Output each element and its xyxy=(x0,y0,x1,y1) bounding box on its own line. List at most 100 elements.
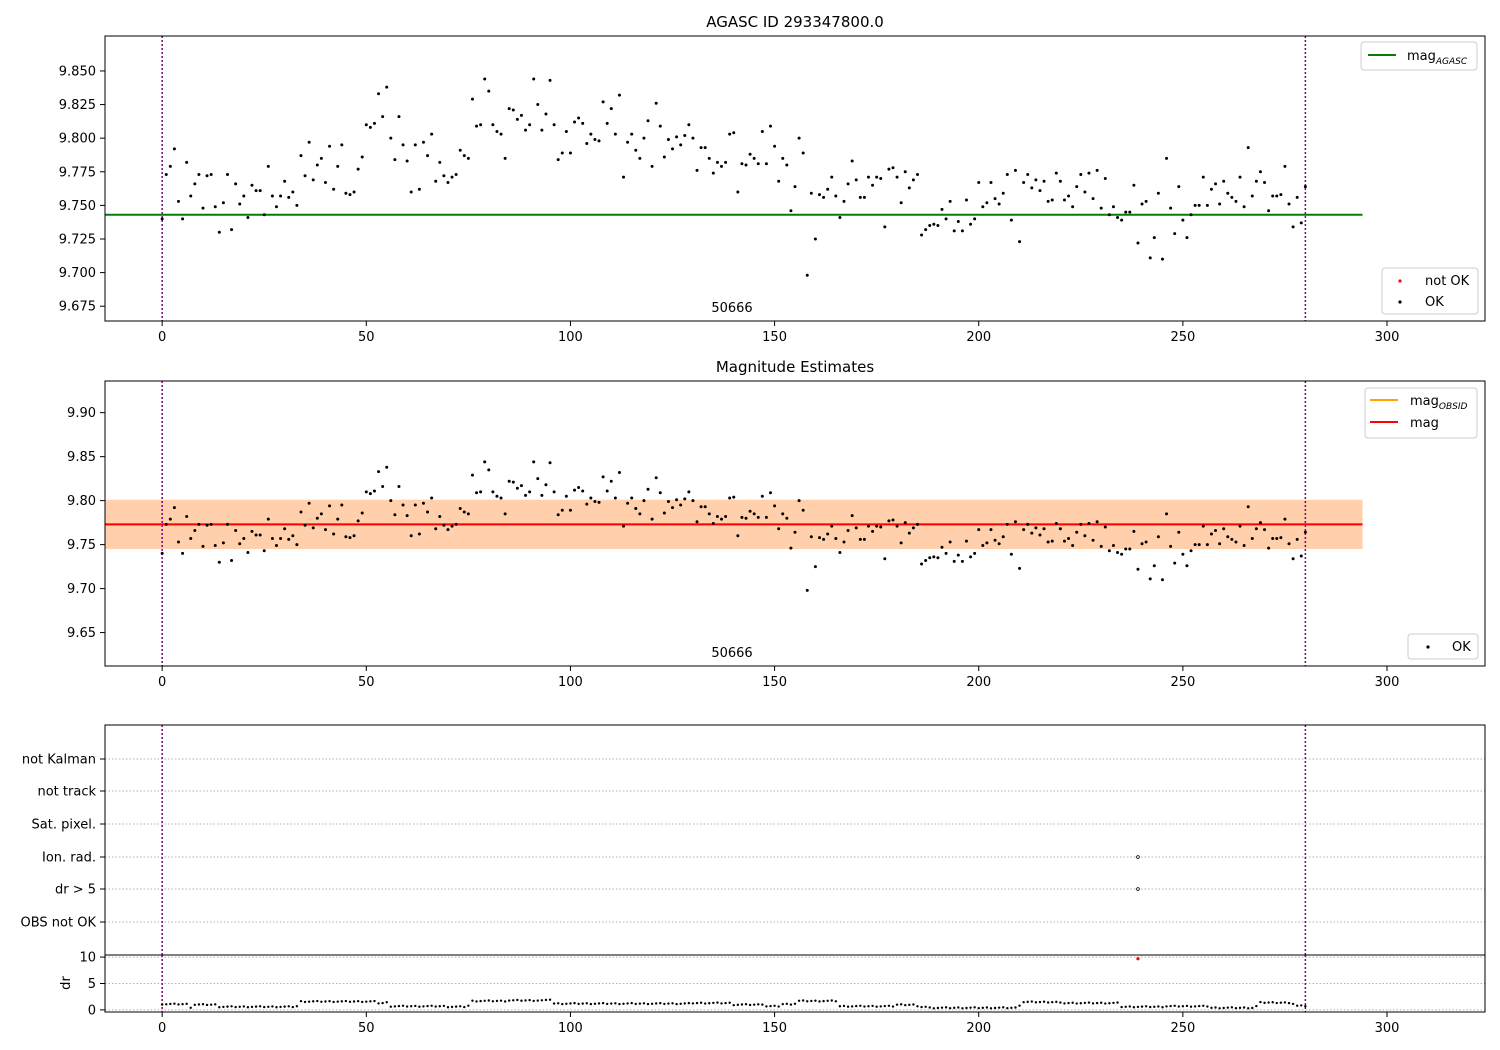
data-point xyxy=(1275,194,1279,198)
data-point xyxy=(258,189,262,193)
data-point xyxy=(773,504,777,508)
dr-point xyxy=(948,1006,952,1010)
dr-point xyxy=(1210,1006,1213,1010)
dr-point xyxy=(622,1002,625,1005)
data-point xyxy=(295,543,299,547)
data-point xyxy=(1148,256,1152,260)
data-point xyxy=(1291,225,1295,229)
data-point xyxy=(234,182,238,186)
data-point xyxy=(1124,210,1128,214)
data-point xyxy=(409,190,413,194)
data-point xyxy=(1005,172,1009,176)
data-point xyxy=(348,536,352,540)
data-point xyxy=(413,143,417,147)
data-point xyxy=(230,558,234,562)
data-point xyxy=(1050,539,1054,543)
data-point xyxy=(830,524,834,528)
dr-point xyxy=(1242,1006,1246,1009)
legend-upper: magAGASC xyxy=(1360,41,1478,71)
legend-upper: magOBSID mag xyxy=(1364,387,1478,439)
data-point xyxy=(364,123,368,127)
dr-point xyxy=(365,1000,368,1003)
data-point xyxy=(813,237,817,241)
data-point xyxy=(552,123,556,127)
data-point xyxy=(385,465,389,469)
data-point xyxy=(250,183,254,187)
dr-point xyxy=(1046,1001,1050,1004)
x-tick-label: 0 xyxy=(158,1021,166,1036)
data-point xyxy=(466,156,470,160)
legend-swatch-ok xyxy=(1426,645,1430,649)
data-point xyxy=(940,207,944,211)
data-point xyxy=(997,542,1001,546)
y-tick-label: 9.90 xyxy=(67,406,96,421)
data-point xyxy=(393,158,397,162)
data-point xyxy=(593,500,597,504)
data-point xyxy=(654,476,658,480)
data-point xyxy=(344,535,348,539)
data-point xyxy=(822,537,826,541)
data-point xyxy=(397,485,401,489)
data-point xyxy=(397,115,401,119)
dr-point xyxy=(393,1005,397,1008)
data-point xyxy=(601,475,605,479)
data-point xyxy=(724,160,728,164)
dr-point xyxy=(969,1006,972,1009)
dr-point xyxy=(348,1000,352,1004)
data-point xyxy=(989,181,993,185)
data-point xyxy=(1001,191,1005,195)
dr-point xyxy=(267,1005,270,1008)
data-point xyxy=(1291,557,1295,561)
data-point xyxy=(1299,554,1303,558)
data-point xyxy=(209,522,213,526)
data-point xyxy=(1267,546,1271,550)
data-point xyxy=(479,490,483,494)
dr-point xyxy=(879,1005,882,1008)
data-point xyxy=(879,177,883,180)
data-point xyxy=(377,470,381,474)
data-point xyxy=(168,517,172,521)
data-point xyxy=(176,540,180,544)
dr-point xyxy=(793,1002,797,1005)
data-point xyxy=(242,536,246,540)
data-point xyxy=(826,532,830,536)
data-point xyxy=(675,498,679,502)
data-point xyxy=(1242,543,1246,547)
data-point xyxy=(466,512,470,516)
data-point xyxy=(1026,522,1030,526)
data-point xyxy=(421,140,425,144)
data-point xyxy=(213,205,217,209)
dr-point xyxy=(271,1005,274,1008)
data-point xyxy=(417,187,421,191)
data-point xyxy=(495,494,499,498)
data-point xyxy=(246,215,250,219)
data-point xyxy=(385,85,389,89)
dr-point xyxy=(1189,1005,1193,1008)
data-point xyxy=(764,162,768,166)
data-point xyxy=(981,543,985,547)
data-point xyxy=(291,190,295,194)
data-point xyxy=(332,187,336,191)
dr-point xyxy=(258,1005,262,1008)
data-point xyxy=(487,468,491,472)
data-point xyxy=(1107,549,1111,553)
dr-point xyxy=(397,1004,401,1008)
data-point xyxy=(597,139,601,143)
dr-point xyxy=(720,1002,723,1005)
dr-point xyxy=(1238,1006,1242,1010)
data-point xyxy=(956,220,960,224)
data-point xyxy=(303,523,307,527)
dr-point xyxy=(234,1005,237,1009)
data-point xyxy=(1246,146,1250,150)
dr-area: 0 50 100 150 200 250 300 0 5 10 xyxy=(79,951,1485,1036)
dr-point xyxy=(1247,1007,1250,1010)
dr-point xyxy=(1120,1005,1123,1009)
data-point xyxy=(274,543,278,547)
data-point xyxy=(409,534,413,538)
data-point xyxy=(846,182,850,186)
dr-point xyxy=(344,999,348,1003)
data-point xyxy=(1046,540,1050,544)
data-point xyxy=(1013,168,1017,172)
dr-point xyxy=(1291,1002,1295,1006)
dr-point xyxy=(953,1006,956,1010)
